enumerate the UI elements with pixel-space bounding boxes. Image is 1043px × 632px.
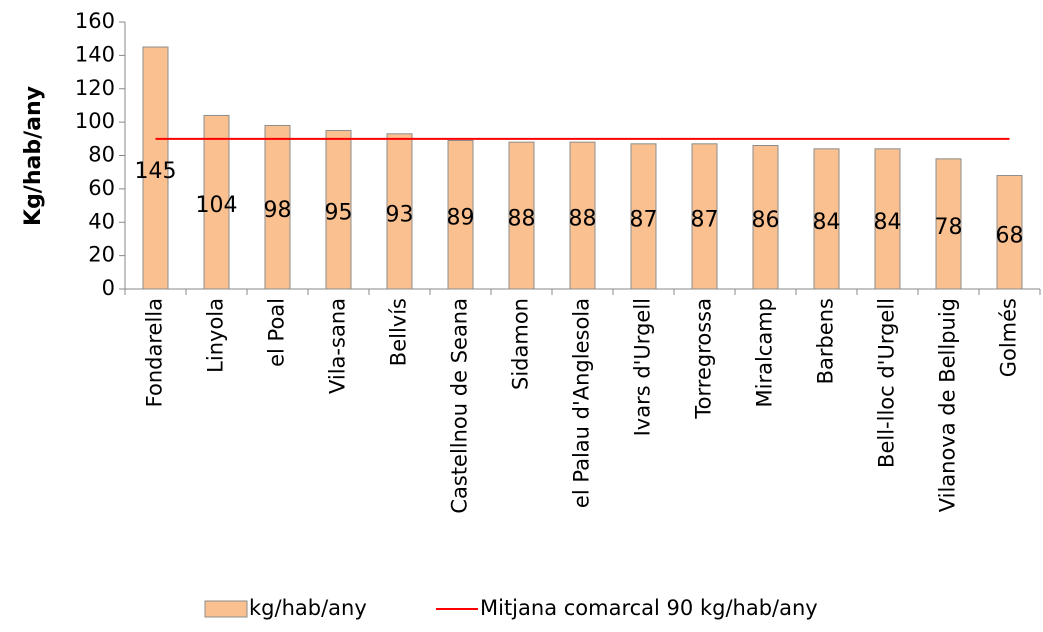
x-tick-label: Castellnou de Seana [448, 298, 472, 514]
data-label: 145 [135, 159, 177, 184]
bar [752, 144, 779, 290]
x-tick-label: Miralcamp [753, 298, 777, 408]
data-label: 98 [264, 198, 292, 223]
x-tick-label: Fondarella [143, 298, 167, 407]
y-tick-label: 140 [75, 42, 115, 66]
data-label: 87 [630, 207, 658, 232]
y-axis-label: Kg/hab/any [21, 86, 46, 226]
data-label: 84 [813, 210, 841, 235]
legend-label: kg/hab/any [249, 596, 367, 620]
data-label: 78 [935, 215, 963, 240]
bar [142, 46, 169, 290]
x-tick-label: Linyola [204, 298, 228, 373]
x-tick-label: Golmés [997, 298, 1021, 377]
data-label: 68 [996, 223, 1024, 248]
y-tick-label: 40 [88, 209, 115, 233]
x-tick-label: Torregrossa [692, 298, 716, 420]
x-tick-label: el Palau d'Anglesola [570, 298, 594, 508]
y-tick-label: 20 [88, 243, 115, 267]
y-tick-label: 100 [75, 109, 115, 133]
data-label: 88 [508, 207, 536, 232]
y-tick-label: 120 [75, 76, 115, 100]
bar [264, 124, 291, 290]
bar [996, 175, 1023, 290]
data-label: 88 [569, 207, 597, 232]
y-tick-label: 0 [102, 276, 115, 300]
x-tick-label: Barbens [814, 298, 838, 384]
y-tick-label: 80 [88, 143, 115, 167]
bar [325, 129, 352, 290]
x-tick-label: Bell-lloc d'Urgell [875, 298, 899, 468]
legend-swatch [204, 600, 248, 618]
bar [508, 141, 535, 290]
bar [447, 139, 474, 290]
bar [569, 141, 596, 290]
y-tick-label: 160 [75, 9, 115, 33]
x-tick-label: Bellvís [387, 298, 411, 366]
bar [813, 148, 840, 290]
data-label: 84 [874, 210, 902, 235]
y-tick-label: 60 [88, 176, 115, 200]
x-tick-label: Vilanova de Bellpuig [936, 298, 960, 512]
data-label: 89 [447, 206, 475, 231]
x-tick-label: Ivars d'Urgell [631, 298, 655, 436]
bar [874, 148, 901, 290]
x-tick-label: Vila-sana [326, 298, 350, 394]
bar [386, 133, 413, 290]
data-label: 87 [691, 207, 719, 232]
data-label: 104 [196, 193, 238, 218]
bar [630, 143, 657, 290]
x-tick-label: el Poal [265, 298, 289, 367]
bar [691, 143, 718, 290]
data-label: 95 [325, 201, 353, 226]
data-label: 86 [752, 208, 780, 233]
bar [203, 114, 230, 290]
x-tick-label: Sidamon [509, 298, 533, 390]
legend-label: Mitjana comarcal 90 kg/hab/any [480, 596, 818, 620]
bar [935, 158, 962, 290]
data-label: 93 [386, 202, 414, 227]
